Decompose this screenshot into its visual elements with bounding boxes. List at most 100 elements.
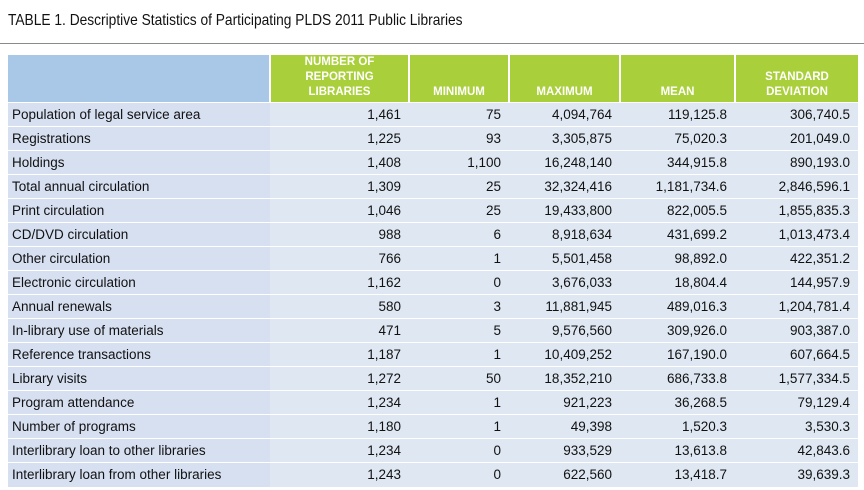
reporting-libraries-cell: 1,180 [270, 414, 409, 439]
header-line: MINIMUM [433, 86, 485, 98]
reporting-libraries-cell: 1,309 [270, 174, 409, 199]
row-label: In-library use of materials [8, 318, 270, 343]
reporting-libraries-cell: 471 [270, 318, 409, 343]
standard-deviation-cell: 1,577,334.5 [735, 366, 858, 391]
maximum-cell: 10,409,252 [509, 342, 620, 367]
header-line: REPORTING LIBRARIES [305, 71, 374, 98]
row-label: Number of programs [8, 414, 270, 439]
mean-cell: 344,915.8 [620, 150, 735, 175]
header-line: MAXIMUM [536, 86, 593, 98]
reporting-libraries-cell: 1,162 [270, 270, 409, 295]
row-label: Reference transactions [8, 342, 270, 367]
minimum-cell: 25 [409, 198, 509, 223]
mean-cell: 13,418.7 [620, 462, 735, 487]
reporting-libraries-cell: 580 [270, 294, 409, 319]
mean-cell: 36,268.5 [620, 390, 735, 415]
minimum-cell: 0 [409, 462, 509, 487]
row-label: Population of legal service area [8, 102, 270, 127]
header-line: STANDARD [765, 71, 829, 83]
minimum-cell: 93 [409, 126, 509, 151]
minimum-cell: 6 [409, 222, 509, 247]
table-row: CD/DVD circulation 988 6 8,918,634 431,699.2… [8, 222, 858, 247]
row-label: CD/DVD circulation [8, 222, 270, 247]
minimum-cell: 5 [409, 318, 509, 343]
row-label: Total annual circulation [8, 174, 270, 199]
maximum-cell: 933,529 [509, 438, 620, 463]
standard-deviation-cell: 903,387.0 [735, 318, 858, 343]
maximum-cell: 4,094,764 [509, 102, 620, 127]
column-header-minimum: MINIMUM [409, 55, 510, 103]
minimum-cell: 1,100 [409, 150, 509, 175]
maximum-cell: 9,576,560 [509, 318, 620, 343]
maximum-cell: 19,433,800 [509, 198, 620, 223]
mean-cell: 167,190.0 [620, 342, 735, 367]
table-row: Population of legal service area 1,461 75 4… [8, 102, 858, 127]
standard-deviation-cell: 2,846,596.1 [735, 174, 858, 199]
maximum-cell: 16,248,140 [509, 150, 620, 175]
maximum-cell: 18,352,210 [509, 366, 620, 391]
maximum-cell: 8,918,634 [509, 222, 620, 247]
standard-deviation-cell: 306,740.5 [735, 102, 858, 127]
maximum-cell: 622,560 [509, 462, 620, 487]
standard-deviation-cell: 607,664.5 [735, 342, 858, 367]
row-label: Interlibrary loan from other libraries [8, 462, 270, 487]
mean-cell: 13,613.8 [620, 438, 735, 463]
descriptive-statistics-table: NUMBER OF REPORTING LIBRARIES MINIMUM MAXIM… [8, 55, 858, 487]
column-header-mean: MEAN [620, 55, 736, 103]
table-row: Program attendance 1,234 1 921,223 36,268.5 7… [8, 390, 858, 415]
column-header-maximum: MAXIMUM [509, 55, 621, 103]
minimum-cell: 75 [409, 102, 509, 127]
reporting-libraries-cell: 988 [270, 222, 409, 247]
table-header-row: NUMBER OF REPORTING LIBRARIES MINIMUM MAXIM… [8, 55, 858, 103]
row-label: Print circulation [8, 198, 270, 223]
minimum-cell: 1 [409, 246, 509, 271]
table-row: Interlibrary loan from other libraries 1,… [8, 462, 858, 487]
table-row: Print circulation 1,046 25 19,433,800 822,00… [8, 198, 858, 223]
mean-cell: 1,520.3 [620, 414, 735, 439]
row-label: Other circulation [8, 246, 270, 271]
reporting-libraries-cell: 1,234 [270, 390, 409, 415]
standard-deviation-cell: 1,204,781.4 [735, 294, 858, 319]
row-label: Electronic circulation [8, 270, 270, 295]
mean-cell: 75,020.3 [620, 126, 735, 151]
minimum-cell: 50 [409, 366, 509, 391]
row-label: Program attendance [8, 390, 270, 415]
standard-deviation-cell: 1,013,473.4 [735, 222, 858, 247]
table-row: Electronic circulation 1,162 0 3,676,033 18,… [8, 270, 858, 295]
row-label: Registrations [8, 126, 270, 151]
table-row: Registrations 1,225 93 3,305,875 75,020.3 201… [8, 126, 858, 151]
mean-cell: 18,804.4 [620, 270, 735, 295]
reporting-libraries-cell: 1,187 [270, 342, 409, 367]
standard-deviation-cell: 3,530.3 [735, 414, 858, 439]
mean-cell: 686,733.8 [620, 366, 735, 391]
mean-cell: 431,699.2 [620, 222, 735, 247]
table-row: Other circulation 766 1 5,501,458 98,892.0 42… [8, 246, 858, 271]
mean-cell: 119,125.8 [620, 102, 735, 127]
title-divider [0, 43, 864, 44]
header-line: DEVIATION [766, 86, 828, 98]
column-header-reporting-libraries: NUMBER OF REPORTING LIBRARIES [270, 55, 410, 103]
mean-cell: 309,926.0 [620, 318, 735, 343]
reporting-libraries-cell: 1,408 [270, 150, 409, 175]
reporting-libraries-cell: 1,272 [270, 366, 409, 391]
table-row: Library visits 1,272 50 18,352,210 686,733.8… [8, 366, 858, 391]
header-line: NUMBER OF [304, 56, 375, 68]
mean-cell: 1,181,734.6 [620, 174, 735, 199]
table-row: Total annual circulation 1,309 25 32,324,41… [8, 174, 858, 199]
reporting-libraries-cell: 766 [270, 246, 409, 271]
table-row: Interlibrary loan to other libraries 1,23… [8, 438, 858, 463]
table-row: Annual renewals 580 3 11,881,945 489,016.3 1,… [8, 294, 858, 319]
table-title: TABLE 1. Descriptive Statistics of Parti… [8, 12, 463, 29]
maximum-cell: 921,223 [509, 390, 620, 415]
minimum-cell: 1 [409, 342, 509, 367]
mean-cell: 98,892.0 [620, 246, 735, 271]
reporting-libraries-cell: 1,225 [270, 126, 409, 151]
reporting-libraries-cell: 1,234 [270, 438, 409, 463]
column-header-standard-deviation: STANDARD DEVIATION [735, 55, 858, 103]
standard-deviation-cell: 422,351.2 [735, 246, 858, 271]
row-label: Library visits [8, 366, 270, 391]
minimum-cell: 1 [409, 414, 509, 439]
standard-deviation-cell: 39,639.3 [735, 462, 858, 487]
minimum-cell: 0 [409, 270, 509, 295]
reporting-libraries-cell: 1,243 [270, 462, 409, 487]
